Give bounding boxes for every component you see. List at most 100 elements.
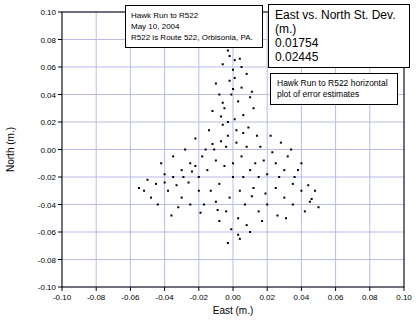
point — [200, 212, 202, 214]
point — [253, 187, 255, 189]
point — [307, 184, 309, 186]
tick-label: -0.04 — [38, 201, 57, 210]
point — [246, 73, 248, 75]
point — [241, 87, 243, 89]
point — [210, 190, 212, 192]
point — [227, 135, 229, 137]
point — [235, 142, 237, 144]
point — [172, 155, 174, 157]
tick-label: -0.04 — [155, 293, 174, 302]
point — [225, 210, 227, 212]
annotation-text: Hawk Run to R522 horizontal plot of erro… — [277, 78, 391, 100]
point — [242, 114, 244, 116]
point — [150, 197, 152, 199]
point — [266, 204, 268, 206]
tick-label: -0.08 — [87, 293, 106, 302]
tick-label: 0.06 — [40, 63, 56, 72]
point — [211, 110, 213, 112]
tick — [58, 259, 62, 260]
tick — [96, 287, 97, 291]
tick — [62, 287, 63, 291]
point — [234, 118, 236, 120]
point — [138, 187, 140, 189]
point — [172, 176, 174, 178]
point — [177, 206, 179, 208]
point — [285, 217, 287, 219]
tick — [198, 287, 199, 291]
point — [253, 107, 255, 109]
grid-line — [62, 149, 404, 150]
tick — [267, 287, 268, 291]
point — [206, 169, 208, 171]
annotation-text: East vs. North St. Dev. (m.) — [275, 8, 403, 36]
point — [222, 63, 224, 65]
tick — [58, 149, 62, 150]
point — [198, 176, 200, 178]
tick-label: 0.02 — [259, 293, 275, 302]
point — [164, 173, 166, 175]
tick-label: 0.10 — [40, 8, 56, 17]
grid-line — [62, 259, 404, 260]
point — [155, 183, 157, 185]
point — [201, 155, 203, 157]
point — [229, 80, 231, 82]
tick — [58, 287, 62, 288]
point — [242, 132, 244, 134]
point — [181, 169, 183, 171]
point — [215, 201, 217, 203]
point — [314, 190, 316, 192]
point — [263, 160, 265, 162]
point — [222, 124, 224, 126]
point — [309, 201, 311, 203]
point — [227, 242, 229, 244]
tick-label: -0.08 — [38, 256, 57, 265]
point — [176, 184, 178, 186]
point — [218, 220, 220, 222]
point — [232, 162, 234, 164]
point — [211, 143, 213, 145]
point — [237, 100, 239, 102]
point — [188, 182, 190, 184]
tick-label: 0.08 — [362, 293, 378, 302]
tick-label: 0.08 — [40, 36, 56, 45]
point — [191, 171, 193, 173]
point — [170, 215, 172, 217]
point — [278, 176, 280, 178]
point — [294, 176, 296, 178]
annotation-box: Hawk Run to R522May 10, 2004R522 is Rout… — [125, 5, 263, 48]
point — [182, 176, 184, 178]
point — [184, 149, 186, 151]
point — [283, 197, 285, 199]
tick — [369, 287, 370, 291]
point — [292, 204, 294, 206]
tick-label: -0.10 — [38, 283, 57, 292]
tick-label: 0.04 — [40, 91, 56, 100]
point — [218, 94, 220, 96]
point — [215, 83, 217, 85]
point — [167, 190, 169, 192]
point — [242, 176, 244, 178]
point — [276, 215, 278, 217]
point — [218, 183, 220, 185]
point — [234, 59, 236, 61]
point — [251, 195, 253, 197]
point — [230, 228, 232, 230]
point — [251, 91, 253, 93]
tick — [58, 122, 62, 123]
point — [246, 224, 248, 226]
point — [275, 187, 277, 189]
tick — [58, 67, 62, 68]
tick — [164, 287, 165, 291]
point — [189, 162, 191, 164]
point — [239, 238, 241, 240]
point — [249, 169, 251, 171]
tick-label: 0.02 — [40, 118, 56, 127]
point — [259, 146, 261, 148]
tick-label: 0.10 — [396, 293, 412, 302]
point — [227, 50, 229, 52]
point — [258, 176, 260, 178]
point — [247, 127, 249, 129]
point — [223, 165, 225, 167]
point — [237, 234, 239, 236]
tick-label: 0.00 — [40, 146, 56, 155]
